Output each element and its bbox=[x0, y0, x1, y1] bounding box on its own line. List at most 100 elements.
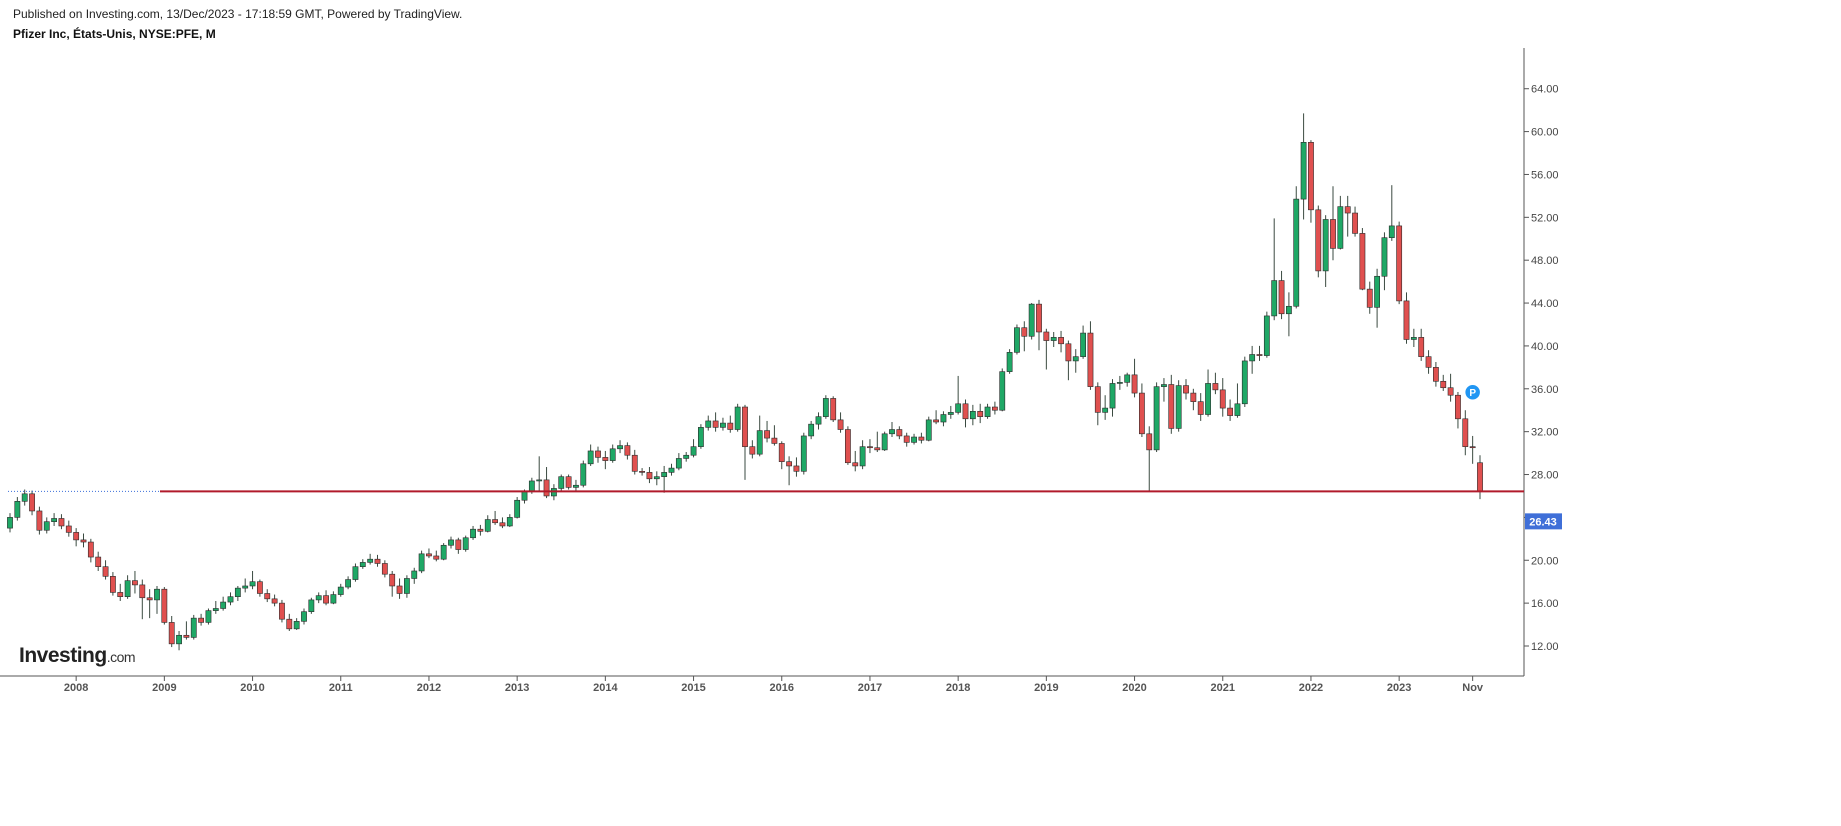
candle-body bbox=[146, 597, 153, 601]
candle-body bbox=[749, 446, 756, 455]
candle-body bbox=[198, 617, 204, 623]
candle-body bbox=[712, 420, 719, 428]
candle-body bbox=[1330, 219, 1336, 249]
x-tick-label: 2021 bbox=[1211, 682, 1235, 694]
candle-body bbox=[727, 422, 734, 430]
x-tick-label: 2019 bbox=[1034, 682, 1058, 694]
x-tick-label: 2010 bbox=[240, 682, 264, 694]
candle-body bbox=[124, 580, 131, 597]
event-marker-label: P bbox=[1469, 388, 1476, 399]
candle-body bbox=[95, 556, 102, 567]
candle-body bbox=[1014, 327, 1020, 353]
candle-body bbox=[1315, 209, 1322, 272]
candle-body bbox=[911, 436, 917, 443]
x-tick-label: 2014 bbox=[593, 682, 618, 694]
candle-body bbox=[470, 528, 476, 539]
candle-body bbox=[117, 592, 124, 597]
candle-body bbox=[573, 484, 579, 488]
candle-body bbox=[1072, 356, 1079, 362]
candle-body bbox=[720, 422, 726, 428]
candle-body bbox=[396, 585, 403, 594]
x-tick-label: 2022 bbox=[1299, 682, 1323, 694]
candle-body bbox=[1146, 433, 1153, 451]
candle-body bbox=[903, 435, 910, 443]
y-tick-label: 64.00 bbox=[1531, 84, 1559, 96]
candle-body bbox=[808, 423, 815, 437]
candle-body bbox=[933, 419, 939, 423]
candle-body bbox=[234, 587, 241, 597]
candle-body bbox=[212, 608, 219, 611]
chart-title: Pfizer Inc, États-Unis, NYSE:PFE, M bbox=[13, 26, 216, 41]
candle-body bbox=[1094, 386, 1101, 413]
candle-body bbox=[271, 598, 278, 604]
candle-body bbox=[1131, 374, 1138, 394]
candle-body bbox=[29, 493, 35, 512]
candle-body bbox=[154, 588, 160, 601]
candle-body bbox=[176, 634, 182, 645]
candle-body bbox=[940, 414, 947, 423]
candle-body bbox=[1036, 303, 1042, 333]
candle-body bbox=[279, 602, 285, 620]
y-tick-label: 36.00 bbox=[1531, 384, 1559, 396]
candle-body bbox=[514, 499, 521, 518]
candle-body bbox=[43, 521, 50, 531]
y-tick-label: 16.00 bbox=[1531, 598, 1559, 610]
candle-body bbox=[337, 586, 344, 595]
x-tick-label: 2023 bbox=[1387, 682, 1411, 694]
candle-body bbox=[323, 595, 329, 604]
candle-body bbox=[87, 541, 94, 558]
candle-body bbox=[352, 566, 359, 580]
candle-body bbox=[374, 558, 381, 564]
y-tick-label: 40.00 bbox=[1531, 341, 1559, 353]
candle-body bbox=[764, 430, 770, 439]
candle-body bbox=[264, 593, 271, 600]
last-price-box bbox=[1525, 513, 1562, 530]
candle-body bbox=[609, 448, 616, 461]
candle-body bbox=[668, 467, 675, 473]
candle-body bbox=[1102, 407, 1109, 413]
y-tick-label: 44.00 bbox=[1531, 298, 1559, 310]
candle-body bbox=[1410, 337, 1417, 340]
candle-body bbox=[1300, 142, 1307, 200]
candle-body bbox=[1381, 237, 1388, 277]
candle-body bbox=[21, 493, 28, 502]
candle-body bbox=[1433, 367, 1439, 382]
candle-body bbox=[1116, 382, 1123, 384]
candle-body bbox=[580, 463, 587, 486]
candle-body bbox=[1477, 462, 1483, 492]
candle-body bbox=[991, 406, 998, 411]
candle-body bbox=[587, 450, 594, 465]
candle-body bbox=[1065, 343, 1072, 362]
candle-body bbox=[867, 446, 873, 449]
candle-body bbox=[742, 406, 748, 447]
candle-body bbox=[962, 403, 969, 420]
candle-body bbox=[918, 436, 925, 441]
candle-body bbox=[1021, 327, 1028, 337]
candle-body bbox=[822, 398, 829, 417]
candle-body bbox=[389, 573, 396, 587]
candle-body bbox=[977, 410, 984, 417]
x-tick-label: 2016 bbox=[770, 682, 794, 694]
x-tick-label: 2009 bbox=[152, 682, 176, 694]
candle-body bbox=[1462, 418, 1469, 447]
candle-body bbox=[653, 476, 660, 480]
candle-body bbox=[381, 563, 388, 575]
candle-body bbox=[1087, 332, 1094, 387]
candle-body bbox=[1058, 337, 1064, 345]
candle-body bbox=[1256, 354, 1263, 356]
candle-body bbox=[837, 419, 844, 430]
candle-body bbox=[690, 446, 697, 456]
candle-body bbox=[36, 510, 43, 531]
x-tick-label: 2017 bbox=[858, 682, 882, 694]
published-note: Published on Investing.com, 13/Dec/2023 … bbox=[13, 7, 462, 21]
candle-body bbox=[844, 429, 851, 464]
candle-body bbox=[631, 454, 638, 472]
candle-body bbox=[65, 525, 72, 533]
candle-body bbox=[1337, 206, 1344, 249]
candle-body bbox=[947, 412, 954, 415]
candle-body bbox=[1388, 225, 1395, 238]
candle-body bbox=[1050, 337, 1057, 341]
candle-body bbox=[308, 599, 315, 612]
candle-body bbox=[220, 601, 227, 609]
y-tick-label: 28.00 bbox=[1531, 470, 1559, 482]
